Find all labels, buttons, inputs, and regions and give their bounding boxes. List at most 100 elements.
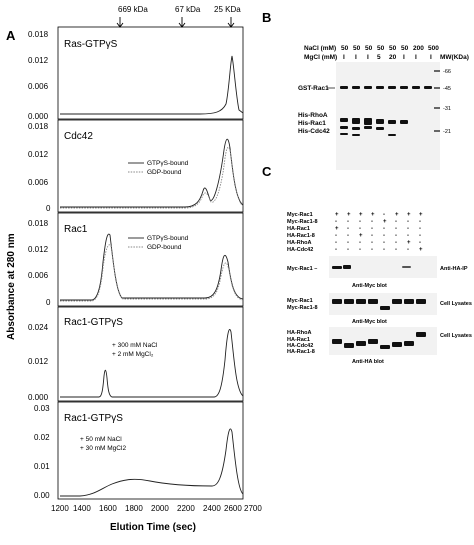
s2-legend-0: GTPγS-bound	[147, 160, 189, 167]
svg-text:200: 200	[413, 45, 424, 52]
xtick-8: 2700	[244, 504, 262, 513]
sign-r5-c1: -	[347, 247, 349, 253]
marker-669: 669 kDa	[118, 5, 148, 14]
sign-r3-c1: -	[347, 233, 349, 239]
svg-text:I: I	[367, 54, 369, 61]
s3-ytick-3: 0	[46, 298, 51, 307]
blot2	[329, 293, 437, 315]
sign-r4-c1: -	[347, 240, 349, 246]
subplot-4-label: Rac1-GTPγS	[64, 317, 123, 328]
blot2-left-1: Myc-Rac1-8	[287, 305, 318, 311]
mgcl-values: I I I 5 20 I I I	[343, 54, 432, 61]
sign-r1-c4: +	[383, 219, 387, 225]
s2-ytick-3: 0	[46, 204, 51, 213]
svg-text:-66: -66	[443, 69, 451, 75]
sign-r4-c6: +	[407, 240, 411, 246]
s1-ytick-0: 0.018	[28, 30, 49, 39]
sign-r2-c3: -	[371, 226, 373, 232]
s5-ytick-0: 0.03	[34, 404, 50, 413]
svg-text:50: 50	[401, 45, 409, 52]
sign-r0-c2: +	[359, 212, 363, 218]
s4-note-0: + 300 mM NaCl	[112, 342, 158, 349]
band-his-cdc42: His-Cdc42	[298, 128, 330, 135]
s4-note-1: + 2 mM MgCl₂	[112, 351, 154, 358]
s5-ytick-3: 0.00	[34, 491, 50, 500]
sign-r1-c0: -	[335, 219, 337, 225]
marker-25: 25 KDa	[214, 5, 241, 14]
xtick-2: 1600	[99, 504, 117, 513]
s5-note-0: + 50 mM NaCl	[80, 436, 122, 443]
blot1-right: Anti-HA-IP	[440, 266, 468, 272]
sign-r0-c4: -	[383, 212, 385, 218]
svg-text:5: 5	[377, 54, 381, 61]
sign-r0-c1: +	[347, 212, 351, 218]
blot1-band	[332, 266, 342, 269]
blot3-left-2: HA-Cdc42	[287, 343, 313, 349]
s3-legend-1: GDP-bound	[147, 244, 182, 251]
panel-b-letter: B	[262, 10, 271, 25]
svg-text:I: I	[415, 54, 417, 61]
s3-ytick-2: 0.006	[28, 271, 49, 280]
svg-text:I: I	[355, 54, 357, 61]
svg-text:HA-RhoA: HA-RhoA	[287, 240, 311, 246]
subplot-4-box	[57, 306, 244, 402]
sign-r2-c5: -	[395, 226, 397, 232]
xtick-3: 1800	[125, 504, 143, 513]
blot3-caption: Anti-HA blot	[352, 359, 384, 365]
nacl-label: NaCl (mM)	[304, 45, 336, 52]
sign-r1-c6: -	[407, 219, 409, 225]
blot1-left: Myc-Rac1 –	[287, 266, 317, 272]
sign-r4-c3: -	[371, 240, 373, 246]
sign-r5-c3: -	[371, 247, 373, 253]
s1-trace	[60, 55, 244, 115]
subplot-2-box	[57, 119, 244, 213]
sign-r2-c2: -	[359, 226, 361, 232]
panel-a-letter: A	[6, 28, 16, 43]
marker-arrows	[116, 17, 235, 28]
sign-r3-c2: +	[359, 233, 363, 239]
sign-r2-c0: +	[335, 226, 339, 232]
sign-r4-c0: -	[335, 240, 337, 246]
blot2-right: Cell Lysates	[440, 301, 472, 307]
subplot-3-box	[57, 212, 244, 307]
s5-trace	[60, 428, 244, 497]
blot3-left-0: HA-RhoA	[287, 330, 311, 336]
sign-r3-c4: -	[383, 233, 385, 239]
s3-ytick-1: 0.012	[28, 245, 49, 254]
subplot-1-label: Ras-GTPγS	[64, 39, 118, 50]
s4-ytick-1: 0.012	[28, 357, 49, 366]
svg-text:Myc-Rac1-8: Myc-Rac1-8	[287, 219, 318, 225]
blot2-bands	[332, 299, 426, 310]
s2-trace-gdp	[60, 146, 244, 209]
svg-text:HA-Rac1: HA-Rac1	[287, 226, 310, 232]
blot1-band	[402, 266, 411, 268]
sign-r3-c3: -	[371, 233, 373, 239]
s5-ytick-2: 0.01	[34, 462, 50, 471]
sign-r1-c7: -	[419, 219, 421, 225]
svg-text:50: 50	[389, 45, 397, 52]
sign-r4-c5: -	[395, 240, 397, 246]
band-his-rac1: His-Rac1	[298, 120, 326, 127]
svg-text:HA-Cdc42: HA-Cdc42	[287, 247, 313, 253]
blot2-left-0: Myc-Rac1	[287, 298, 313, 304]
treatment-signs: + + + + - + + +- - - - + - - -+ - - - - - - -- - + - - - - -- - - - - - + -…	[335, 212, 423, 253]
sign-r0-c3: +	[371, 212, 375, 218]
treatment-labels: Myc-Rac1 Myc-Rac1-8 HA-Rac1 HA-Rac1-8 HA…	[287, 212, 318, 253]
sign-r0-c6: +	[407, 212, 411, 218]
s2-ytick-0: 0.018	[28, 122, 49, 131]
sign-r1-c1: -	[347, 219, 349, 225]
xtick-0: 1200	[51, 504, 69, 513]
blot1-caption: Anti-Myc blot	[352, 283, 387, 289]
s3-legend-0: GTPγS-bound	[147, 235, 189, 242]
s2-ytick-1: 0.012	[28, 150, 49, 159]
svg-text:I: I	[430, 54, 432, 61]
subplot-5-box	[57, 401, 244, 500]
sign-r1-c5: -	[395, 219, 397, 225]
s1-ytick-3: 0.000	[28, 112, 49, 121]
svg-text:-31: -31	[443, 106, 451, 112]
svg-text:I: I	[343, 54, 345, 61]
mw-label: MW(KDa)	[440, 54, 469, 61]
blot1	[329, 256, 437, 278]
xtick-5: 2200	[177, 504, 195, 513]
sign-r3-c0: -	[335, 233, 337, 239]
